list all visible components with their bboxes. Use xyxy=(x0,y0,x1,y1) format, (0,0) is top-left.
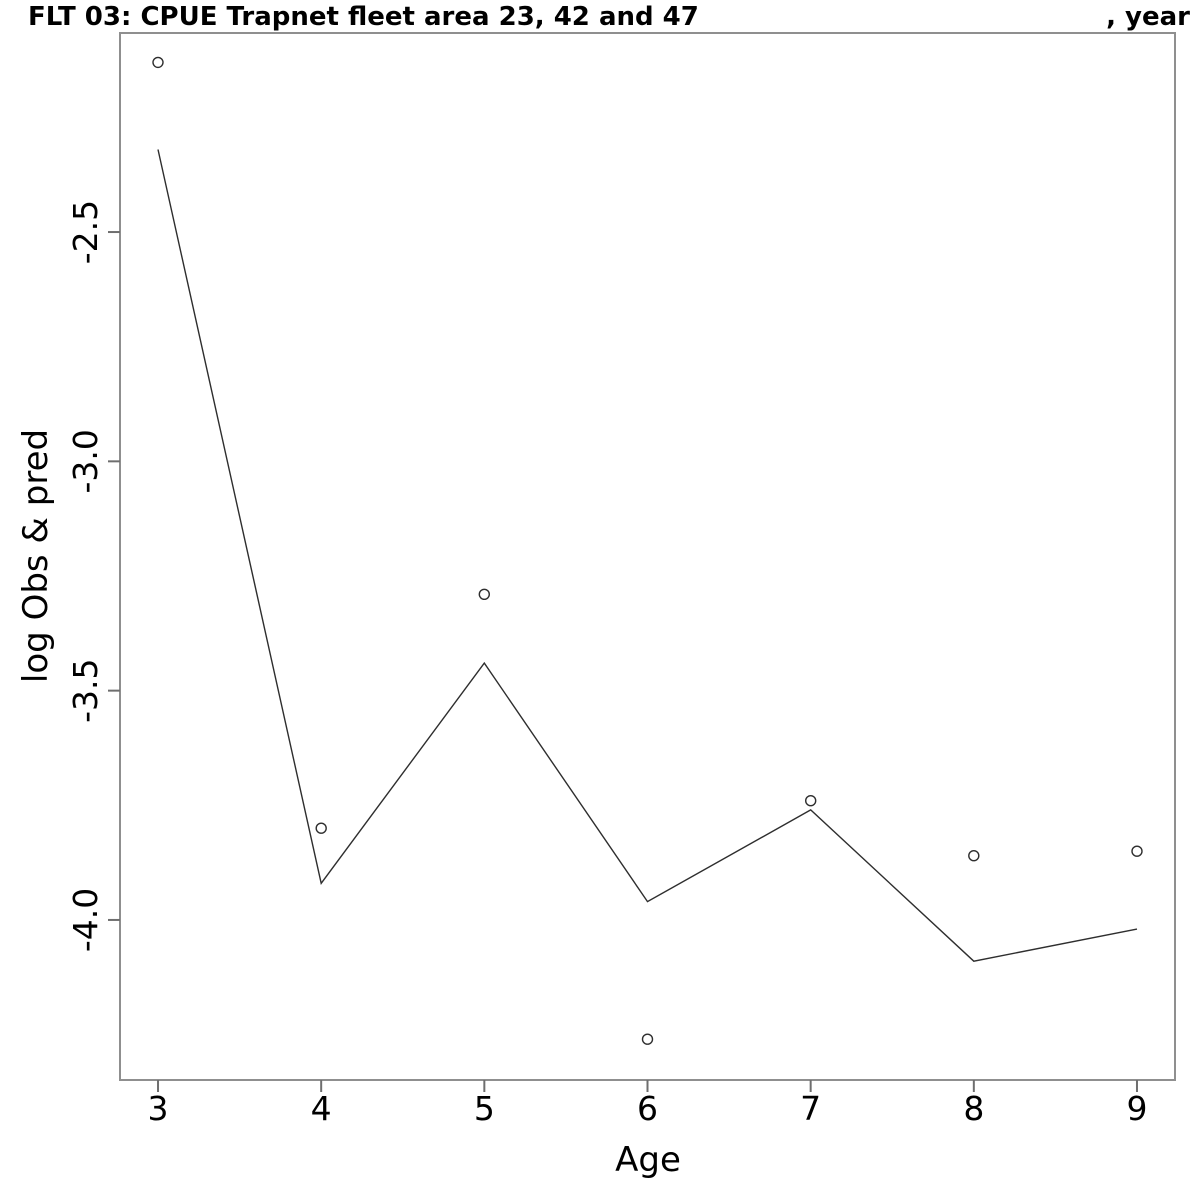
plot-title-year-suffix: , year xyxy=(1106,2,1190,32)
plot-title: FLT 03: CPUE Trapnet fleet area 23, 42 a… xyxy=(28,2,699,32)
x-tick-label: 6 xyxy=(637,1089,658,1128)
x-tick-label: 4 xyxy=(311,1089,332,1128)
y-tick-label: -4.0 xyxy=(66,888,105,952)
observation-point xyxy=(641,1033,654,1045)
x-tick-label: 7 xyxy=(800,1089,821,1128)
x-tick-label: 9 xyxy=(1126,1089,1147,1128)
prediction-line xyxy=(157,149,1138,962)
observation-point xyxy=(478,588,490,600)
y-tick-label: -2.5 xyxy=(66,200,105,264)
observation-point xyxy=(1131,845,1143,857)
observation-point xyxy=(968,850,980,862)
observation-point xyxy=(805,795,817,807)
x-tick-label: 8 xyxy=(963,1089,984,1128)
y-tick-label: -3.0 xyxy=(66,429,105,493)
x-tick-label: 3 xyxy=(148,1089,169,1128)
y-tick-label: -3.5 xyxy=(66,658,105,722)
x-tick-label: 5 xyxy=(474,1089,495,1128)
plot-box xyxy=(119,32,1176,1081)
observation-point xyxy=(152,56,164,69)
x-axis-label: Age xyxy=(615,1140,681,1180)
observation-point xyxy=(315,822,327,834)
